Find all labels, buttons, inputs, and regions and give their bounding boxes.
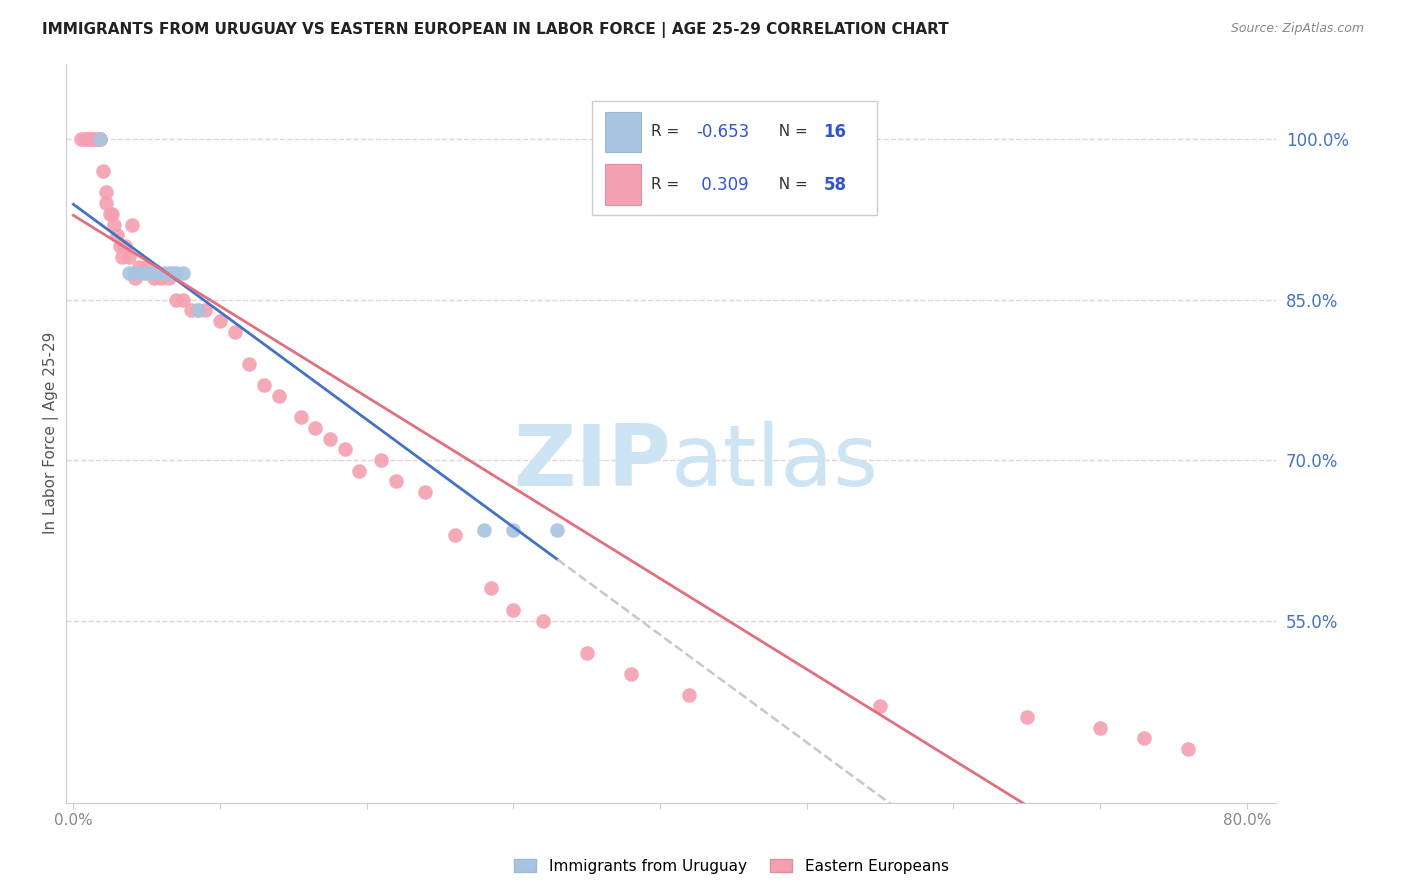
Point xyxy=(157,271,180,285)
Point xyxy=(304,421,326,435)
Point xyxy=(238,357,260,371)
Point xyxy=(575,646,598,660)
Point xyxy=(1177,742,1199,756)
Point xyxy=(135,266,157,280)
Point xyxy=(531,614,554,628)
Bar xyxy=(605,164,641,205)
Bar xyxy=(605,112,641,153)
Point xyxy=(94,196,117,211)
Point xyxy=(84,132,107,146)
Point xyxy=(1133,731,1156,746)
Point xyxy=(1088,721,1111,735)
Text: 58: 58 xyxy=(824,176,846,194)
Point xyxy=(124,271,146,285)
Text: 16: 16 xyxy=(824,123,846,141)
Point xyxy=(82,132,104,146)
Point xyxy=(162,266,184,280)
Text: R =: R = xyxy=(651,177,683,192)
Point xyxy=(89,132,111,146)
Point xyxy=(194,303,217,318)
Point xyxy=(121,218,143,232)
Point xyxy=(290,410,312,425)
Point xyxy=(180,303,202,318)
Point xyxy=(502,523,524,537)
Point xyxy=(187,303,209,318)
Point xyxy=(143,271,166,285)
Text: R =: R = xyxy=(651,124,683,139)
Point xyxy=(415,485,437,500)
Text: 0.309: 0.309 xyxy=(696,176,749,194)
Point xyxy=(620,667,643,681)
Point xyxy=(150,271,173,285)
Point xyxy=(443,528,465,542)
Point xyxy=(98,207,121,221)
Point xyxy=(105,228,128,243)
Point xyxy=(148,266,170,280)
Point xyxy=(118,266,141,280)
Point xyxy=(224,325,246,339)
Point xyxy=(1015,710,1038,724)
Text: -0.653: -0.653 xyxy=(696,123,749,141)
Point xyxy=(209,314,232,328)
Point xyxy=(370,453,392,467)
Point xyxy=(385,475,408,489)
Point xyxy=(165,293,187,307)
Point xyxy=(143,266,166,280)
Text: Source: ZipAtlas.com: Source: ZipAtlas.com xyxy=(1230,22,1364,36)
Point xyxy=(172,293,194,307)
Point xyxy=(110,239,132,253)
Point xyxy=(114,239,136,253)
Point xyxy=(153,266,176,280)
Point xyxy=(80,132,103,146)
Point xyxy=(546,523,568,537)
Point xyxy=(132,266,155,280)
Point xyxy=(267,389,290,403)
Point xyxy=(319,432,342,446)
Text: N =: N = xyxy=(769,124,813,139)
Point xyxy=(472,523,495,537)
Point xyxy=(165,266,187,280)
Point xyxy=(333,442,356,457)
Text: ZIP: ZIP xyxy=(513,421,671,504)
Point xyxy=(86,132,108,146)
Point xyxy=(172,266,194,280)
Bar xyxy=(592,101,877,216)
Point xyxy=(157,266,180,280)
Point xyxy=(869,699,891,714)
Text: IMMIGRANTS FROM URUGUAY VS EASTERN EUROPEAN IN LABOR FORCE | AGE 25-29 CORRELATI: IMMIGRANTS FROM URUGUAY VS EASTERN EUROP… xyxy=(42,22,949,38)
Point xyxy=(100,207,122,221)
Point xyxy=(75,132,97,146)
Point xyxy=(91,164,114,178)
Point xyxy=(253,378,276,392)
Point xyxy=(124,266,146,280)
Point xyxy=(678,689,700,703)
Point xyxy=(69,132,91,146)
Point xyxy=(118,250,141,264)
Point xyxy=(77,132,100,146)
Point xyxy=(349,464,371,478)
Point xyxy=(135,260,157,275)
Text: atlas: atlas xyxy=(671,421,879,504)
Point xyxy=(89,132,111,146)
Point xyxy=(89,132,111,146)
Point xyxy=(94,186,117,200)
Point xyxy=(77,132,100,146)
Legend: Immigrants from Uruguay, Eastern Europeans: Immigrants from Uruguay, Eastern Europea… xyxy=(508,853,955,880)
Y-axis label: In Labor Force | Age 25-29: In Labor Force | Age 25-29 xyxy=(44,332,59,534)
Point xyxy=(187,303,209,318)
Point xyxy=(481,582,503,596)
Point xyxy=(111,250,134,264)
Point xyxy=(103,218,125,232)
Point xyxy=(502,603,524,617)
Text: N =: N = xyxy=(769,177,813,192)
Point xyxy=(128,260,150,275)
